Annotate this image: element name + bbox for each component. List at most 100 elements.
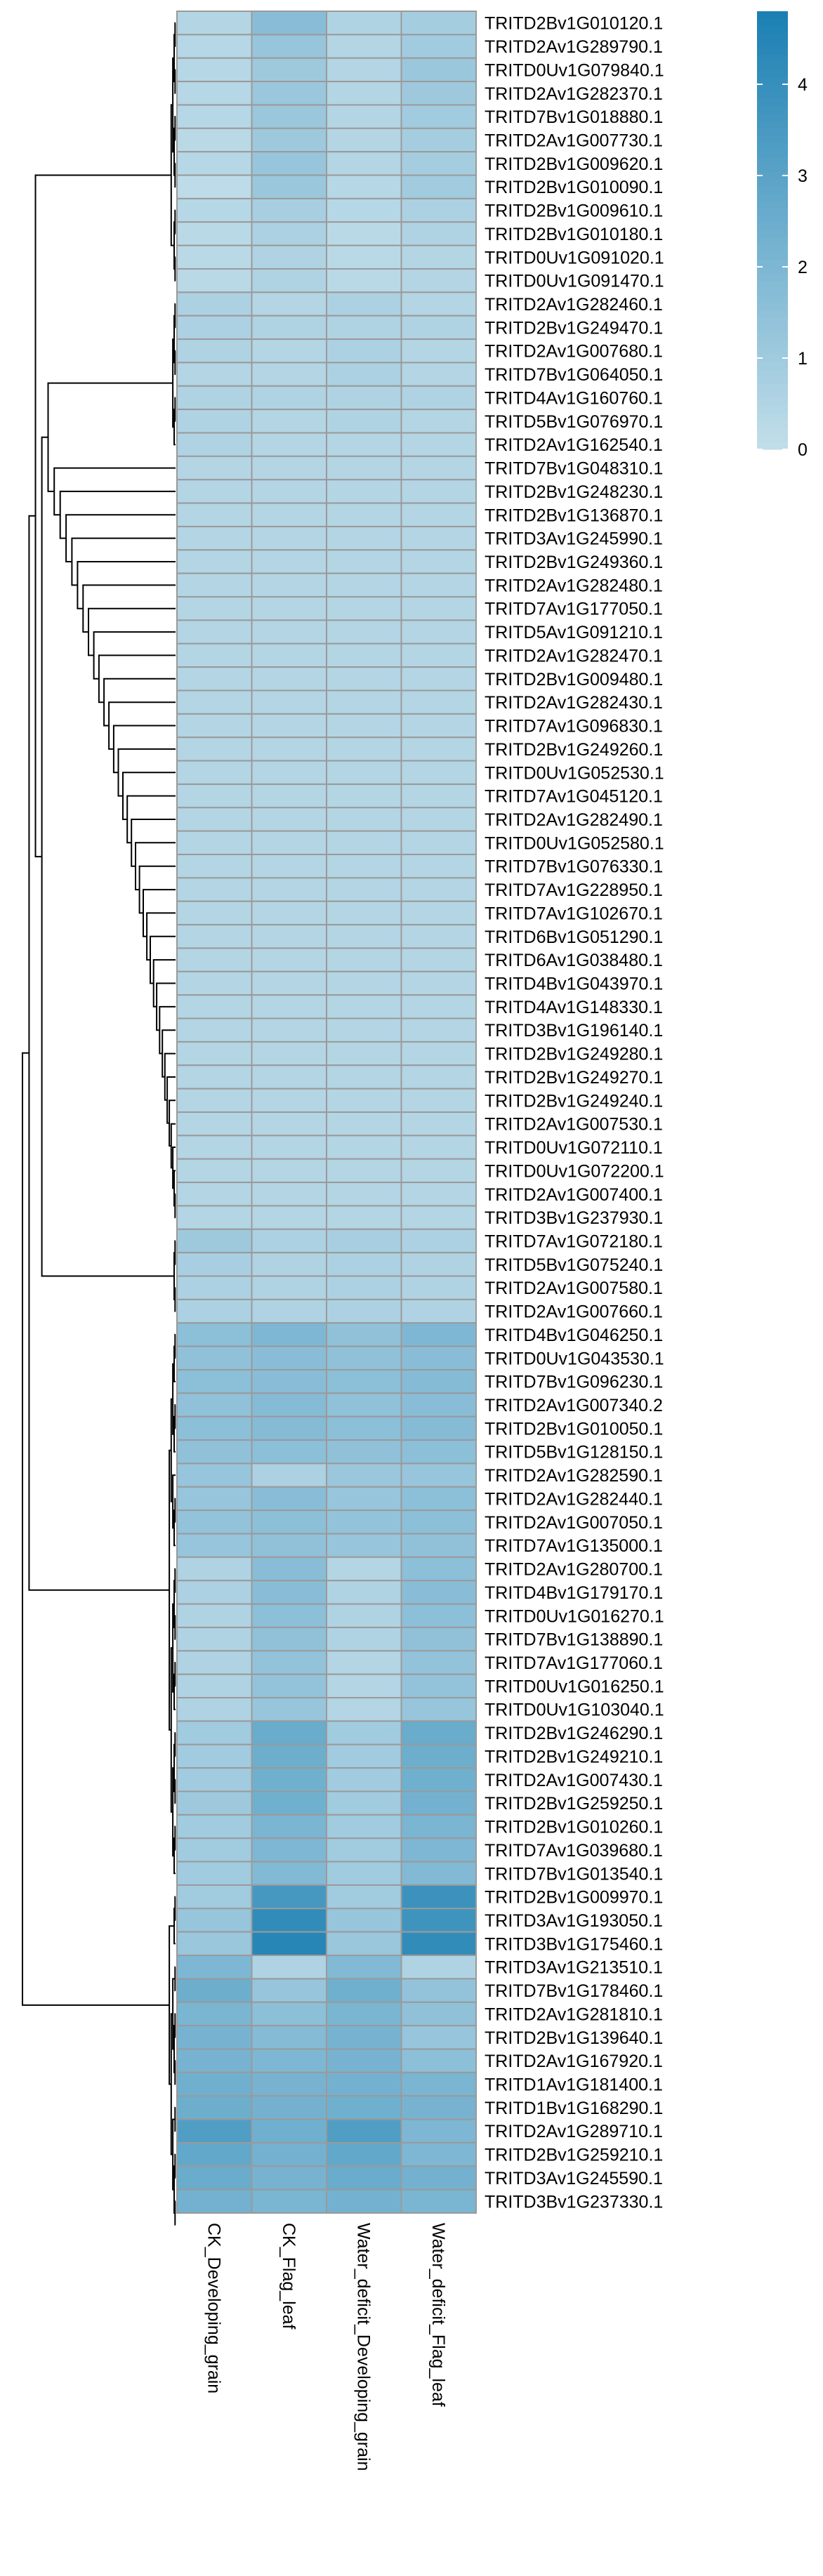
dendrogram-branch [28,515,170,1591]
heatmap-cell [251,1884,327,1910]
legend-gradient-step [757,420,788,428]
heatmap-cell [400,267,477,293]
legend-gradient-step [757,70,788,78]
dendrogram-branch [174,1498,176,1523]
legend-gradient-step [757,150,788,158]
row-label: TRITD7Bv1G178460.1 [485,1981,663,2001]
legend-gradient-step [757,340,788,348]
heatmap-cell [176,1088,253,1114]
heatmap-cell [251,1697,327,1722]
dendrogram-branch [162,1029,176,1078]
heatmap-cell [251,1345,327,1370]
row-label: TRITD0Uv1G091020.1 [485,248,664,267]
heatmap-cell [400,1182,477,1207]
heatmap-cell [251,1322,327,1347]
heatmap-cell [251,338,327,364]
row-label: TRITD2Av1G167920.1 [485,2052,663,2071]
heatmap-cell [176,1743,253,1769]
heatmap-cell [176,1462,253,1488]
heatmap-cell [400,596,477,621]
heatmap-cell [251,1978,327,2003]
legend-gradient-step [757,332,788,341]
heatmap-cell [326,572,402,598]
legend-gradient-step [757,84,788,92]
heatmap-cell [176,1861,253,1886]
heatmap-cell [176,315,253,341]
legend-gradient-step [757,216,788,224]
row-label: TRITD2Av1G007580.1 [485,1279,663,1298]
legend-gradient-step [757,383,788,392]
heatmap-cell [251,1064,327,1090]
heatmap-cell [400,1345,477,1370]
heatmap-cell [400,1486,477,1512]
heatmap-cell [400,455,477,481]
heatmap-cell [251,291,327,317]
heatmap-cell [400,1017,477,1043]
legend-gradient-step [757,18,788,27]
heatmap-cell [251,1931,327,1957]
heatmap-cell [400,127,477,153]
heatmap-cell [326,1510,402,1535]
heatmap-cell [326,1837,402,1863]
heatmap-cell [326,619,402,645]
heatmap-cell [176,1252,253,1277]
heatmap-cell [176,244,253,270]
dendrogram-branch [117,748,176,797]
heatmap-cell [176,2141,253,2167]
dendrogram-branch [174,2013,176,2038]
dendrogram-branch [135,842,176,891]
heatmap-cell [176,1955,253,1980]
heatmap-cell [400,291,477,317]
legend-gradient-step [757,354,788,362]
heatmap-cell [326,1580,402,1605]
heatmap-cell [400,1368,477,1394]
heatmap-cell [176,1415,253,1441]
heatmap-cell [176,197,253,223]
heatmap-cell [326,2141,402,2167]
heatmap-cell [251,1814,327,1839]
row-label: TRITD7Av1G045120.1 [485,787,663,807]
legend-gradient-step [757,11,788,19]
legend-gradient-step [757,171,788,180]
heatmap-cell [251,1298,327,1324]
heatmap-cell [400,2001,477,2027]
heatmap-cell [176,1790,253,1816]
row-label: TRITD1Av1G181400.1 [485,2075,663,2095]
heatmap-cell [400,479,477,504]
dendrogram-branch [71,537,176,586]
row-label: TRITD2Av1G007680.1 [485,342,663,362]
heatmap-cell [176,1205,253,1230]
heatmap-cell [326,267,402,293]
heatmap-cell [326,2048,402,2073]
row-dendrogram [22,22,176,2226]
heatmap-cell [176,81,253,106]
heatmap-cell [400,1439,477,1465]
heatmap-cell [251,2188,327,2214]
heatmap-cell [326,1603,402,1628]
heatmap-cell [176,1041,253,1066]
heatmap-cell [326,197,402,223]
dendrogram-branch [143,889,176,937]
row-label: TRITD4Bv1G046250.1 [485,1326,663,1345]
heatmap-cell [176,830,253,856]
heatmap-cell [176,291,253,317]
dendrogram-branch [169,1449,171,1731]
row-label: TRITD7Av1G135000.1 [485,1536,663,1556]
dendrogram-branch [166,1076,176,1124]
heatmap-cell [176,596,253,621]
heatmap-cell [326,1908,402,1933]
heatmap-cell [176,338,253,364]
dendrogram-branch [156,982,176,1031]
heatmap-cell [251,737,327,762]
heatmap-cell [176,525,253,551]
heatmap-cell [326,57,402,83]
heatmap-cell [251,1439,327,1465]
heatmap-cell [326,737,402,762]
dendrogram-branch [138,865,176,914]
heatmap-cell [326,1814,402,1839]
row-labels: TRITD2Bv1G010120.1 TRITD2Av1G289790.1 TRIT… [485,14,664,2212]
heatmap-cell [400,1064,477,1090]
row-label: TRITD2Bv1G010050.1 [485,1419,663,1439]
legend-gradient-step [757,252,788,260]
heatmap-cell [400,1837,477,1863]
